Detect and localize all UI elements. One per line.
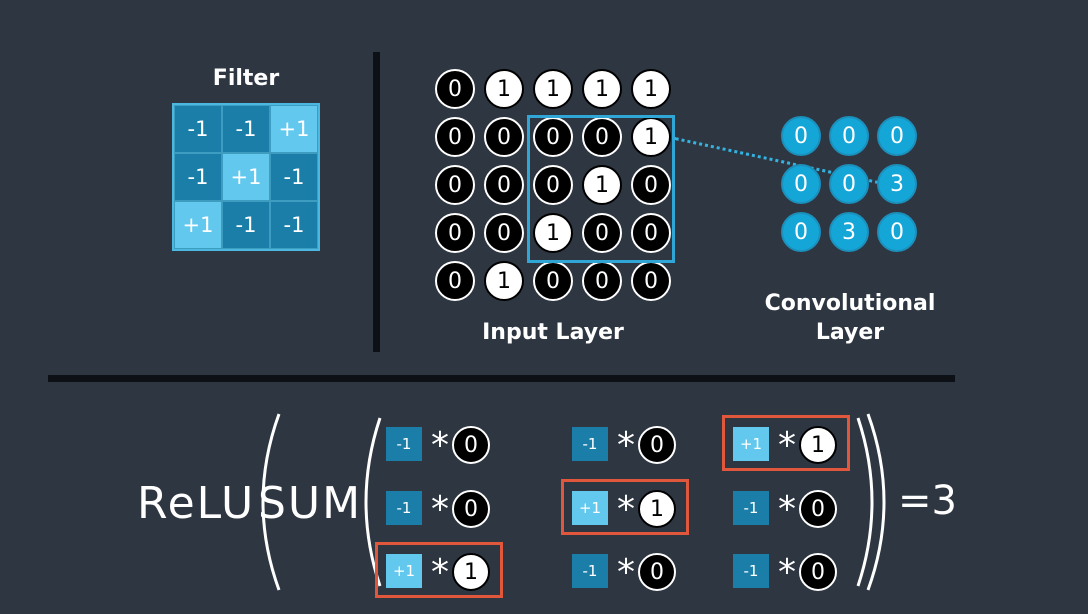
input-cell: 1 <box>484 69 524 109</box>
term-highlight <box>722 415 850 471</box>
conv-layer-title-line2: Layer <box>815 320 885 345</box>
input-value-circle: 0 <box>638 553 676 591</box>
multiply-sign: * <box>617 489 635 530</box>
filter-cell: +1 <box>174 201 222 249</box>
weight-square: -1 <box>572 554 608 588</box>
input-cell: 0 <box>582 213 622 253</box>
sum-paren-right <box>856 417 874 587</box>
filter-cell: +1 <box>222 153 270 201</box>
input-cell: 1 <box>533 69 573 109</box>
multiply-sign: * <box>431 489 449 530</box>
multiply-sign: * <box>431 552 449 593</box>
conv-cell: 0 <box>781 212 821 252</box>
input-cell: 0 <box>582 261 622 301</box>
multiply-sign: * <box>431 425 449 466</box>
input-value-circle: 1 <box>638 490 676 528</box>
filter-cell: -1 <box>174 105 222 153</box>
input-cell: 0 <box>484 213 524 253</box>
weight-square: -1 <box>386 427 422 461</box>
vertical-divider <box>373 52 380 352</box>
conv-cell: 3 <box>829 212 869 252</box>
filter-cell: -1 <box>270 153 318 201</box>
conv-cell: 0 <box>829 164 869 204</box>
input-cell: 1 <box>631 69 671 109</box>
multiply-sign: * <box>778 489 796 530</box>
input-cell: 0 <box>533 117 573 157</box>
filter-cell: -1 <box>222 105 270 153</box>
input-cell: 0 <box>582 117 622 157</box>
conv-layer-title-line1: Convolutional <box>764 291 936 316</box>
input-cell: 0 <box>435 117 475 157</box>
filter-grid: -1 -1 +1 -1 +1 -1 +1 -1 -1 <box>172 103 320 251</box>
filter-cell: -1 <box>270 201 318 249</box>
conv-cell: 0 <box>877 116 917 156</box>
input-cell: 1 <box>582 165 622 205</box>
relu-label: ReLU <box>137 478 256 529</box>
weight-square: +1 <box>386 554 422 588</box>
conv-cell: 0 <box>781 164 821 204</box>
filter-title: Filter <box>212 66 280 91</box>
input-value-circle: 1 <box>452 553 490 591</box>
result-label: =3 <box>898 478 957 524</box>
input-cell: 0 <box>533 165 573 205</box>
input-value-circle: 0 <box>799 553 837 591</box>
input-cell: 0 <box>631 261 671 301</box>
input-cell: 0 <box>435 69 475 109</box>
sum-paren-left <box>364 417 382 587</box>
input-cell: 1 <box>484 261 524 301</box>
input-value-circle: 0 <box>638 426 676 464</box>
input-cell: 0 <box>484 165 524 205</box>
conv-cell: 0 <box>877 212 917 252</box>
conv-cell: 0 <box>781 116 821 156</box>
input-cell: 0 <box>631 213 671 253</box>
horizontal-divider <box>48 375 955 382</box>
input-cell: 0 <box>484 117 524 157</box>
relu-paren-right <box>866 413 886 591</box>
input-cell: 1 <box>533 213 573 253</box>
input-value-circle: 0 <box>452 490 490 528</box>
input-cell: 0 <box>435 261 475 301</box>
multiply-sign: * <box>617 425 635 466</box>
term-highlight <box>561 479 689 535</box>
relu-paren-left <box>261 413 281 591</box>
weight-square: +1 <box>572 491 608 525</box>
input-cell: 1 <box>631 117 671 157</box>
weight-square: -1 <box>386 491 422 525</box>
conv-cell: 0 <box>829 116 869 156</box>
input-cell: 0 <box>533 261 573 301</box>
input-cell: 0 <box>435 165 475 205</box>
weight-square: -1 <box>572 427 608 461</box>
input-value-circle: 0 <box>799 490 837 528</box>
conv-cell: 3 <box>877 164 917 204</box>
filter-cell: -1 <box>222 201 270 249</box>
input-cell: 0 <box>435 213 475 253</box>
input-cell: 1 <box>582 69 622 109</box>
sum-label: SUM <box>258 478 363 529</box>
filter-cell: -1 <box>174 153 222 201</box>
filter-cell: +1 <box>270 105 318 153</box>
input-value-circle: 0 <box>452 426 490 464</box>
multiply-sign: * <box>617 552 635 593</box>
weight-square: -1 <box>733 491 769 525</box>
input-layer-title: Input Layer <box>482 320 624 345</box>
multiply-sign: * <box>778 552 796 593</box>
weight-square: +1 <box>733 427 769 461</box>
input-value-circle: 1 <box>799 426 837 464</box>
convolution-window <box>527 115 675 263</box>
multiply-sign: * <box>778 425 796 466</box>
input-cell: 0 <box>631 165 671 205</box>
term-highlight <box>375 542 503 598</box>
weight-square: -1 <box>733 554 769 588</box>
